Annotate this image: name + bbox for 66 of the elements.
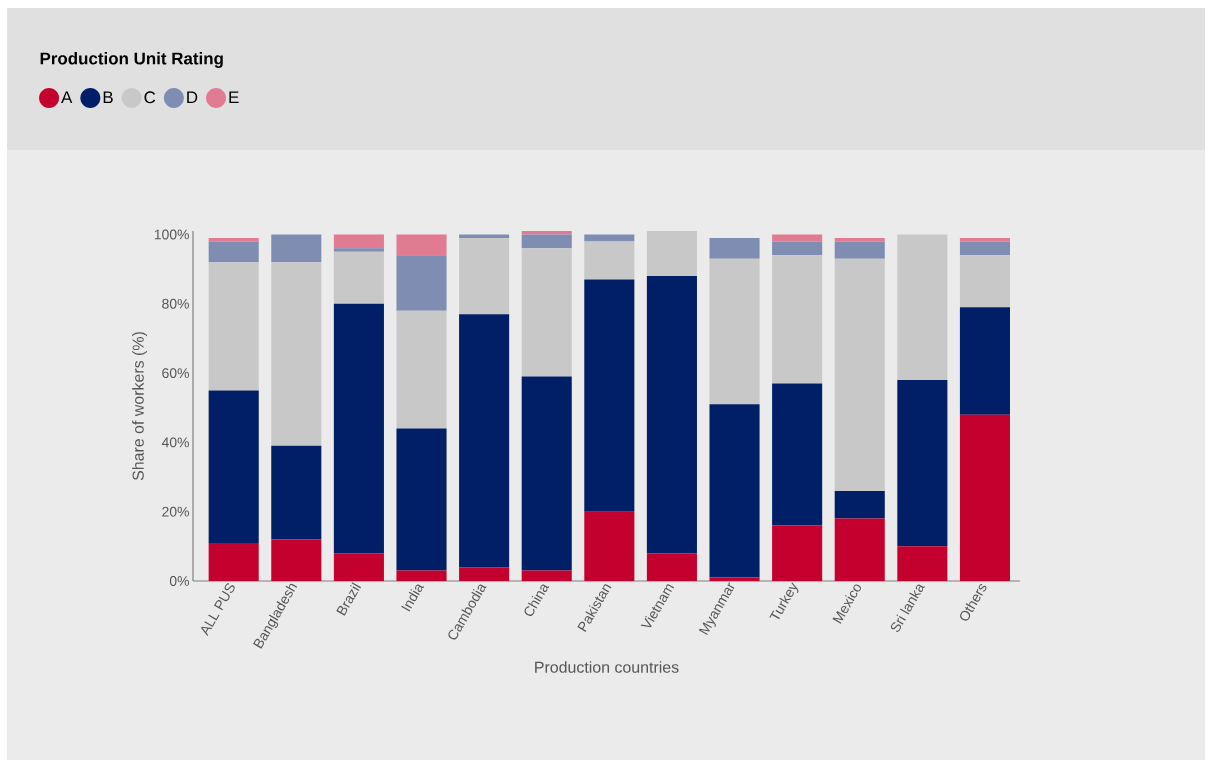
bar: [396, 570, 447, 581]
bar: [646, 231, 697, 277]
bar: [208, 542, 259, 581]
bar: [897, 380, 948, 547]
bar: [897, 546, 948, 581]
legend-label: A: [61, 91, 73, 104]
legend-label: D: [187, 91, 198, 104]
bar: [834, 241, 885, 259]
bar: [584, 279, 635, 512]
bar: [208, 241, 259, 263]
y-tick-label: 0%: [169, 576, 189, 586]
bar: [333, 234, 384, 249]
bar: [521, 570, 572, 581]
bar: [959, 414, 1010, 581]
bar: [521, 376, 572, 571]
bar: [772, 241, 823, 256]
bar: [396, 310, 447, 429]
bar: [646, 553, 697, 581]
bar: [834, 490, 885, 519]
bar: [271, 539, 322, 581]
bar: [772, 525, 823, 581]
bar: [772, 234, 823, 242]
bar: [646, 276, 697, 554]
bar: [396, 234, 447, 256]
bar: [459, 237, 510, 315]
bar: [709, 258, 760, 405]
bar: [959, 307, 1010, 415]
bar: [709, 404, 760, 578]
y-tick-label: 60%: [162, 368, 189, 379]
bar: [333, 251, 384, 304]
legend-label: E: [229, 91, 239, 104]
bar: [584, 234, 635, 242]
bar: [271, 234, 322, 263]
bar: [521, 234, 572, 249]
y-tick-label: 80%: [162, 298, 189, 309]
bar: [584, 511, 635, 581]
bar: [208, 262, 259, 391]
bar: [396, 428, 447, 571]
bar: [459, 314, 510, 568]
bar: [521, 248, 572, 377]
bar: [772, 383, 823, 526]
bar: [459, 234, 510, 238]
bar: [333, 248, 384, 252]
y-tick-label: 20%: [162, 506, 189, 517]
legend-title: Production Unit Rating: [40, 52, 223, 68]
x-axis-title: Production countries: [535, 661, 679, 673]
bar: [271, 445, 322, 540]
bar: [333, 553, 384, 581]
bar: [834, 258, 885, 491]
bar: [772, 255, 823, 384]
bar: [834, 518, 885, 581]
y-axis-title: Share of workers (%): [132, 332, 147, 481]
bar: [333, 303, 384, 554]
bar: [709, 237, 760, 259]
bar: [959, 255, 1010, 308]
bar: [208, 390, 259, 543]
bar: [271, 262, 322, 446]
bar: [897, 234, 948, 381]
y-tick-label: 100%: [154, 229, 189, 240]
y-tick-label: 40%: [161, 437, 189, 448]
legend-label: B: [103, 91, 113, 104]
bar: [959, 241, 1010, 256]
legend-label: C: [144, 91, 156, 104]
bar: [396, 255, 447, 311]
bar: [459, 567, 510, 581]
bar: [584, 241, 635, 280]
